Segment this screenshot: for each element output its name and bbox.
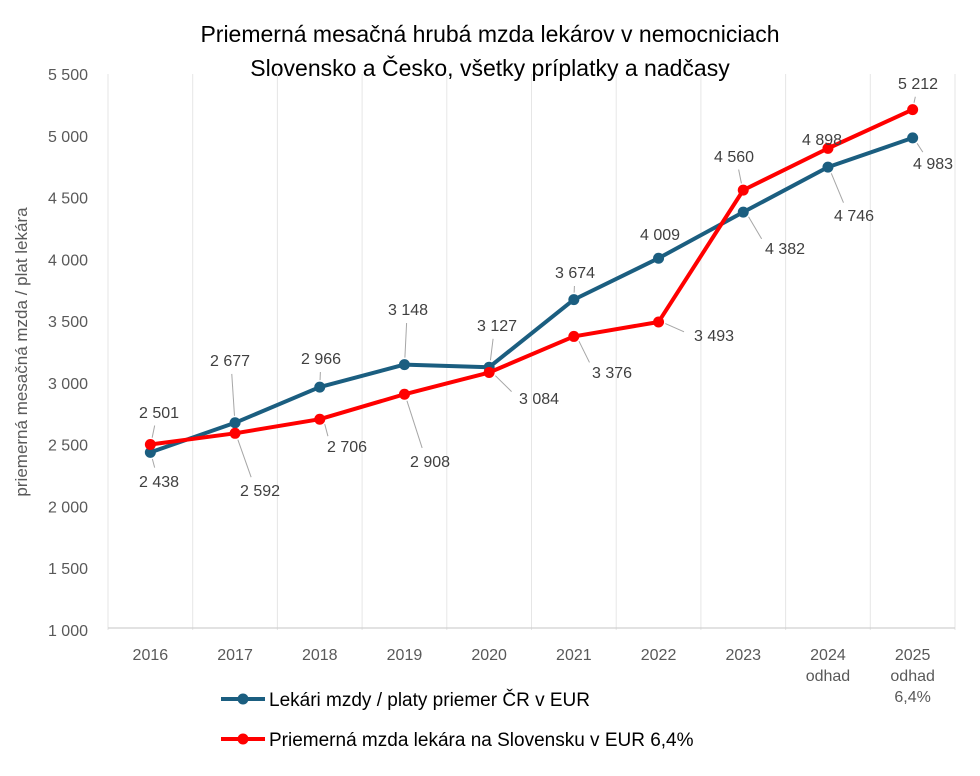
data-label: 4 983 (913, 156, 953, 173)
y-tick-label: 2 000 (48, 499, 88, 516)
data-label: 3 127 (477, 318, 517, 335)
data-point (568, 294, 579, 305)
x-tick-label: 2023 (725, 647, 761, 664)
data-label: 2 438 (139, 474, 179, 491)
chart-title-line-1: Priemerná mesačná hrubá mzda lekárov v n… (200, 21, 779, 47)
x-tick-label: 2024 (810, 647, 846, 664)
data-point (314, 382, 325, 393)
y-tick-label: 5 000 (48, 129, 88, 146)
data-point (568, 331, 579, 342)
data-point (907, 132, 918, 143)
data-point (822, 162, 833, 173)
data-label: 3 084 (519, 391, 559, 408)
y-tick-label: 1 000 (48, 623, 88, 640)
x-tick-label: odhad (806, 668, 851, 685)
leader-line (917, 143, 923, 152)
x-tick-label: 2021 (556, 647, 592, 664)
data-label: 2 592 (240, 483, 280, 500)
x-tick-label: 2016 (133, 647, 169, 664)
leader-line (914, 97, 915, 103)
x-tick-label: odhad (890, 668, 935, 685)
y-tick-label: 1 500 (48, 561, 88, 578)
data-point (314, 414, 325, 425)
leader-line (407, 401, 422, 448)
data-label: 4 560 (714, 149, 754, 166)
legend-label-1: Priemerná mzda lekára na Slovensku v EUR… (269, 730, 694, 751)
y-tick-label: 5 500 (48, 67, 88, 84)
data-label: 2 908 (410, 454, 450, 471)
leader-line (579, 341, 590, 362)
data-point (907, 104, 918, 115)
leader-line (405, 323, 407, 358)
data-label: 5 212 (898, 76, 938, 93)
legend-marker-0 (238, 694, 249, 705)
leader-line (490, 339, 493, 361)
y-tick-label: 2 500 (48, 438, 88, 455)
y-tick-label: 3 500 (48, 314, 88, 331)
data-label: 2 706 (327, 439, 367, 456)
leader-line (831, 173, 843, 202)
data-point (145, 439, 156, 450)
data-point (230, 417, 241, 428)
leader-line (325, 424, 328, 436)
data-label: 2 501 (139, 405, 179, 422)
leader-line (152, 426, 155, 438)
legend-marker-1 (238, 734, 249, 745)
data-label: 3 674 (555, 265, 595, 282)
x-tick-label: 6,4% (894, 689, 930, 706)
data-label: 2 677 (210, 353, 250, 370)
data-label: 3 493 (694, 328, 734, 345)
data-point (230, 428, 241, 439)
data-point (484, 367, 495, 378)
leader-line (665, 324, 684, 332)
data-label: 4 382 (765, 241, 805, 258)
leader-line (232, 374, 235, 416)
y-axis-label: priemerná mesačná mzda / plat lekára (12, 207, 31, 497)
x-tick-label: 2017 (217, 647, 253, 664)
data-label: 4 009 (640, 227, 680, 244)
x-tick-label: 2019 (387, 647, 423, 664)
leader-line (238, 440, 251, 477)
data-label: 4 746 (834, 208, 874, 225)
y-tick-label: 3 000 (48, 376, 88, 393)
x-tick-label: 2025 (895, 647, 931, 664)
x-tick-label: 2022 (641, 647, 677, 664)
x-tick-label: 2018 (302, 647, 338, 664)
y-tick-label: 4 000 (48, 252, 88, 269)
leader-line (495, 376, 511, 392)
data-label: 4 898 (802, 132, 842, 149)
data-point (738, 207, 749, 218)
x-tick-label: 2020 (471, 647, 507, 664)
data-label: 3 148 (388, 302, 428, 319)
data-point (653, 253, 664, 264)
data-point (738, 185, 749, 196)
leader-line (152, 459, 154, 468)
legend-label-0: Lekári mzdy / platy priemer ČR v EUR (269, 689, 590, 711)
data-point (399, 389, 410, 400)
leader-line (739, 170, 742, 184)
data-point (653, 316, 664, 327)
chart-title-line-2: Slovensko a Česko, všetky príplatky a na… (250, 54, 730, 81)
data-label: 3 376 (592, 365, 632, 382)
data-point (399, 359, 410, 370)
data-label: 2 966 (301, 351, 341, 368)
y-tick-label: 4 500 (48, 191, 88, 208)
leader-line (749, 217, 762, 239)
